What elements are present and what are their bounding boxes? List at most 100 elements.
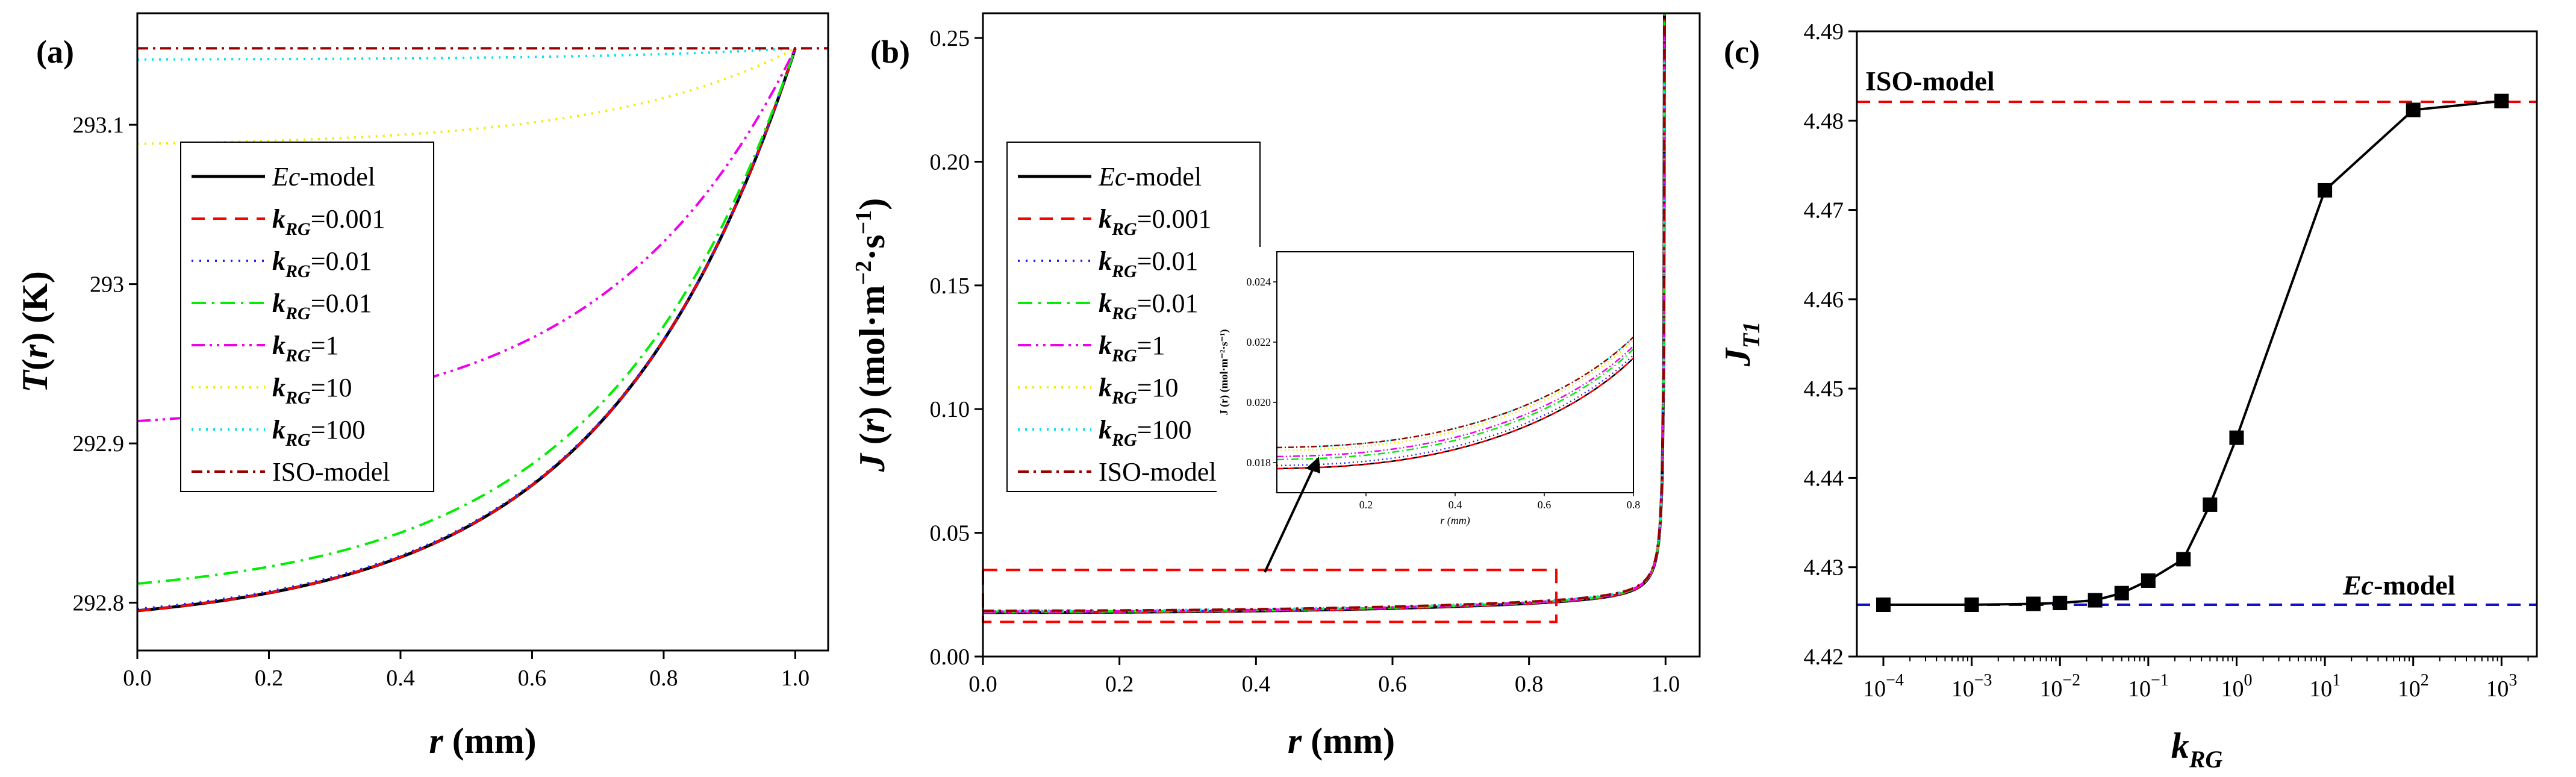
ec-var: Ec	[2342, 570, 2374, 601]
inset-series-3	[1277, 348, 1633, 461]
b-x-tick-label: 0.2	[1105, 672, 1134, 697]
a-legend-box	[180, 142, 434, 492]
y-paren: )	[852, 407, 892, 419]
zoom-arrow-head	[1306, 457, 1320, 473]
a-legend-label: ISO-model	[272, 457, 390, 487]
c-frame	[1856, 30, 2538, 658]
b-legend-label: ISO-model	[1099, 457, 1217, 487]
inset-series-7	[1277, 336, 1633, 449]
tick-base: 10	[1863, 676, 1886, 702]
b-x-tick-label: 1.0	[1651, 672, 1680, 697]
legend-sub: RG	[1111, 261, 1137, 281]
legend-value: =0.001	[1137, 204, 1212, 234]
b-y-tick-label: 0.05	[930, 521, 970, 546]
panel-c-x-label: kRG	[2171, 726, 2223, 773]
y-paren: (	[852, 432, 892, 454]
y-unit: ) (K)	[15, 271, 55, 345]
c-y-tick-label: 4.45	[1804, 376, 1844, 402]
legend-var: k	[272, 204, 285, 234]
b-y-tick-label: 0.00	[930, 644, 970, 670]
series-c-marker	[2318, 183, 2333, 198]
y-var: T	[15, 369, 55, 393]
legend-var: k	[1099, 289, 1112, 318]
legend-value: =0.001	[311, 204, 385, 234]
tick-base: 10	[2221, 676, 2244, 702]
series-a-3	[137, 48, 797, 585]
y-paren: (	[15, 358, 55, 370]
legend-sub: RG	[285, 388, 311, 408]
b-y-tick-label: 0.25	[930, 26, 970, 51]
b-frame	[982, 12, 1701, 658]
y-arg: r	[852, 418, 892, 432]
c-x-tick-label: 102	[2398, 671, 2429, 702]
b-legend-label: kRG=1	[1099, 331, 1165, 366]
y-unit: ·s	[852, 234, 892, 260]
tick-exponent: 2	[2421, 671, 2429, 690]
y-exp: −2	[851, 261, 876, 286]
panel-c: 10−4 10−3 10−2 10−1 100 101 102 1034.424.434.44…	[1718, 19, 2538, 773]
series-c-marker	[2176, 552, 2191, 567]
b-legend-label: kRG=0.01	[1099, 246, 1199, 281]
c-y-tick-label: 4.44	[1804, 466, 1844, 491]
ec-rest: -model	[2374, 570, 2455, 601]
inset-y-tick-label: 0.020	[1247, 396, 1271, 408]
x-unit: (mm)	[1302, 721, 1395, 761]
a-x-tick-label: 0.6	[518, 666, 547, 691]
tick-exponent: −3	[1974, 671, 1992, 690]
panel-b-x-label: r (mm)	[1288, 721, 1395, 761]
legend-value: =10	[1137, 373, 1179, 402]
series-a-1	[137, 48, 797, 612]
a-legend-label: kRG=0.001	[272, 204, 385, 239]
panel-c-label: (c)	[1724, 34, 1760, 70]
tick-exponent: 3	[2509, 671, 2517, 690]
legend-sub: RG	[1111, 304, 1137, 323]
a-frame	[136, 12, 829, 652]
c-x-tick-label: 103	[2486, 671, 2517, 702]
c-y-tick-label: 4.49	[1804, 19, 1844, 45]
a-y-tick-label: 293.1	[73, 113, 125, 138]
zoom-box	[982, 569, 1558, 623]
c-y-tick-label: 4.48	[1804, 108, 1844, 134]
a-x-tick-label: 0.8	[649, 666, 678, 691]
legend-value: =0.01	[1137, 289, 1199, 318]
y-exp: −1	[851, 210, 876, 235]
a-y-tick-label: 293	[90, 272, 124, 298]
x-unit: (mm)	[443, 721, 537, 761]
tick-base: 10	[2398, 676, 2421, 702]
a-x-tick-label: 0.0	[123, 666, 152, 691]
inset-y-tick-label: 0.022	[1247, 336, 1271, 348]
inset-y-tick-label: 0.018	[1247, 457, 1271, 469]
legend-sub: RG	[1111, 430, 1137, 450]
series-c-marker	[2203, 497, 2218, 512]
legend-value: ISO-model	[272, 457, 390, 487]
c-x-tick-label: 101	[2309, 671, 2341, 702]
c-x-tick-label: 10−2	[2039, 671, 2080, 702]
series-a-5	[137, 47, 796, 145]
inset-x-label: r (mm)	[1440, 514, 1470, 527]
a-legend-label: kRG=100	[272, 415, 366, 450]
ec-model-label: Ec-model	[2342, 570, 2456, 601]
panel-a-label: (a)	[36, 34, 74, 70]
legend-var: k	[1099, 331, 1112, 360]
legend-value: ISO-model	[1099, 457, 1217, 487]
legend-value: =100	[1137, 415, 1192, 445]
legend-value: =10	[311, 373, 352, 402]
tick-base: 10	[2039, 676, 2062, 702]
series-b-6	[983, 13, 1666, 612]
series-c-marker	[2114, 585, 2129, 601]
c-x-tick-label: 10−4	[1863, 671, 1904, 702]
legend-var: k	[272, 415, 285, 445]
series-c-marker	[2026, 596, 2041, 611]
series-c-marker	[1876, 597, 1891, 612]
a-y-tick-label: 292.8	[73, 591, 125, 616]
tick-exponent: 1	[2332, 671, 2341, 690]
legend-sub: RG	[285, 346, 311, 366]
zoom-arrow	[1264, 464, 1316, 573]
b-y-tick-label: 0.20	[930, 149, 970, 175]
panel-a-y-label: T(r) (K)	[15, 271, 55, 393]
inset-x-tick-label: 0.2	[1359, 499, 1373, 511]
legend-var: k	[1099, 246, 1112, 276]
inset-x-tick-label: 0.6	[1538, 499, 1552, 511]
x-var: k	[2171, 726, 2189, 766]
